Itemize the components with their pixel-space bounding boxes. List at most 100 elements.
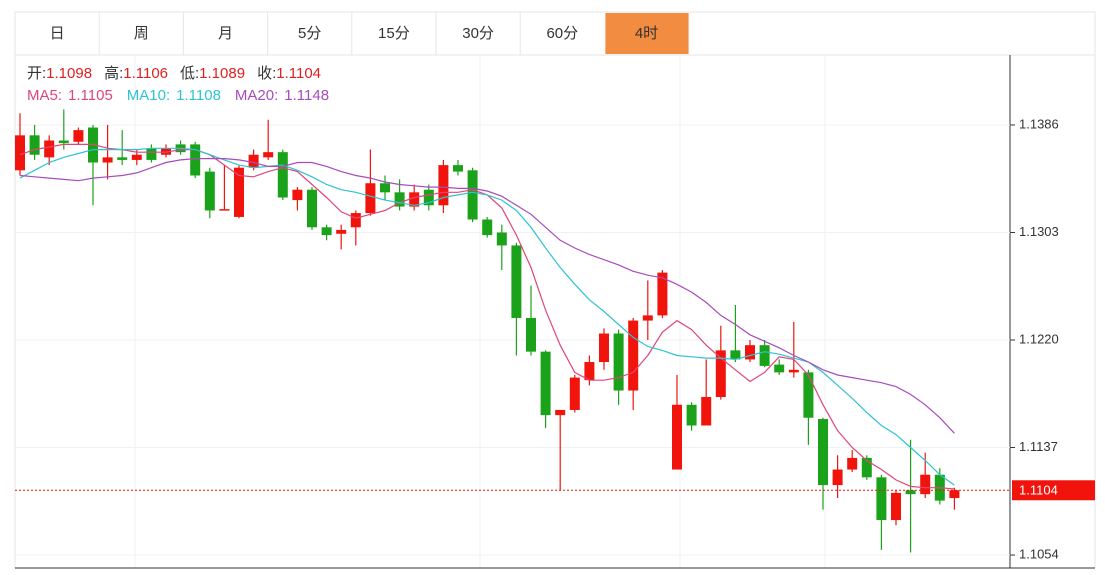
candle-body: [861, 457, 872, 478]
candle-body: [88, 127, 98, 163]
candle-body: [555, 409, 566, 416]
candle-body: [292, 189, 303, 201]
candle-body: [803, 372, 814, 418]
candle-body: [905, 490, 916, 495]
candle-body: [44, 140, 55, 158]
candle-body: [686, 404, 697, 426]
candle-body: [847, 457, 858, 470]
ma-line: [19, 143, 955, 490]
ohlc-value: 1.1098: [46, 65, 92, 82]
candle-body: [745, 345, 755, 360]
ma-line: [19, 147, 955, 486]
candle-body: [482, 219, 493, 236]
candle-body: [117, 157, 128, 160]
tab[interactable]: 月: [218, 25, 233, 42]
y-tick-label: 1.1386: [1019, 116, 1059, 131]
candle-body: [569, 377, 580, 410]
tab[interactable]: 日: [50, 25, 65, 42]
candle-body: [584, 362, 595, 381]
candle-body: [15, 135, 25, 171]
ohlc-value: 1.1089: [199, 65, 245, 82]
ohlc-value: 1.1106: [123, 65, 168, 82]
candle-body: [29, 135, 40, 155]
info: 开: 1.1098 高: 1.1106 低: 1.1089 收: 1.1104 MA5: 1.11…: [27, 65, 329, 104]
tab[interactable]: 4时: [635, 25, 658, 42]
tab-bar: [14, 11, 1096, 56]
candle-body: [730, 350, 741, 360]
candle-body: [818, 419, 828, 486]
candle-body: [628, 320, 639, 391]
candle-body: [190, 144, 201, 176]
candle-body: [453, 165, 463, 172]
candle-body: [657, 272, 668, 316]
candle-body: [394, 192, 405, 207]
candle-body: [613, 333, 624, 391]
legend-name: MA10:: [127, 87, 170, 104]
candle-body: [248, 154, 259, 168]
ma-line: [19, 158, 955, 434]
candle-body: [336, 229, 347, 234]
candle-body: [891, 492, 901, 521]
candle-body: [832, 469, 843, 486]
y-tick-label: 1.1220: [1019, 331, 1059, 346]
ohlc-label: 高:: [104, 65, 123, 82]
candle-body: [715, 350, 726, 397]
candle-body: [642, 315, 653, 321]
candle-body: [263, 152, 274, 158]
tab[interactable]: 周: [134, 25, 149, 42]
candle-body: [161, 148, 171, 155]
candle-body: [526, 317, 536, 352]
last-price-box: [1012, 480, 1095, 501]
candle-body: [277, 152, 288, 198]
candle-body: [788, 369, 799, 373]
candle-body: [540, 351, 551, 416]
tab[interactable]: 60分: [546, 25, 578, 42]
candle-body: [380, 183, 390, 193]
legend-value: 1.1108: [176, 87, 221, 104]
y-tick-label: 1.1137: [1019, 439, 1058, 454]
candle-body: [131, 154, 142, 160]
candle-body: [146, 148, 157, 160]
marks: 1.1104: [15, 109, 1095, 553]
last-price-label: 1.1104: [1019, 483, 1058, 498]
candle-body: [599, 333, 609, 363]
ohlc-label: 收:: [257, 65, 276, 82]
candle-body: [759, 345, 770, 366]
candle-body: [234, 167, 244, 217]
legend-name: MA5:: [27, 87, 62, 104]
candle-body: [204, 171, 215, 211]
candle-body: [350, 213, 361, 228]
active-tab-bg: [605, 13, 689, 54]
ohlc-value: 1.1104: [276, 65, 321, 82]
candle-body: [876, 477, 887, 521]
candle-body: [949, 490, 960, 499]
grid: 1.1386 1.1303 1.1220 1.1137 1.1054: [15, 116, 1059, 561]
candle-body: [920, 474, 931, 495]
candle-body: [423, 189, 434, 206]
candle-body: [321, 227, 332, 236]
ohlc-label: 开:: [27, 65, 46, 82]
candle-body: [438, 165, 449, 206]
candle-body: [496, 232, 507, 246]
tab[interactable]: 5分: [298, 25, 321, 42]
candle-body: [365, 183, 376, 214]
legend-value: 1.1105: [68, 87, 113, 104]
candle-body: [511, 245, 522, 318]
legend-value: 1.1148: [284, 87, 329, 104]
candle-body: [58, 140, 69, 144]
candle-body: [701, 397, 712, 426]
tabs: 日 周 月 5分 15分 30分 60分 4时: [50, 12, 689, 55]
candle-body: [774, 364, 785, 373]
candle-body: [409, 192, 420, 207]
tab[interactable]: 15分: [378, 25, 410, 42]
candle-body: [219, 209, 230, 211]
candle-body: [672, 404, 682, 470]
y-tick-label: 1.1303: [1019, 224, 1059, 239]
ohlc-label: 低:: [180, 65, 199, 82]
candle-body: [102, 157, 113, 163]
y-tick-label: 1.1054: [1019, 546, 1059, 561]
tab[interactable]: 30分: [462, 25, 494, 42]
candle-body: [467, 170, 478, 220]
